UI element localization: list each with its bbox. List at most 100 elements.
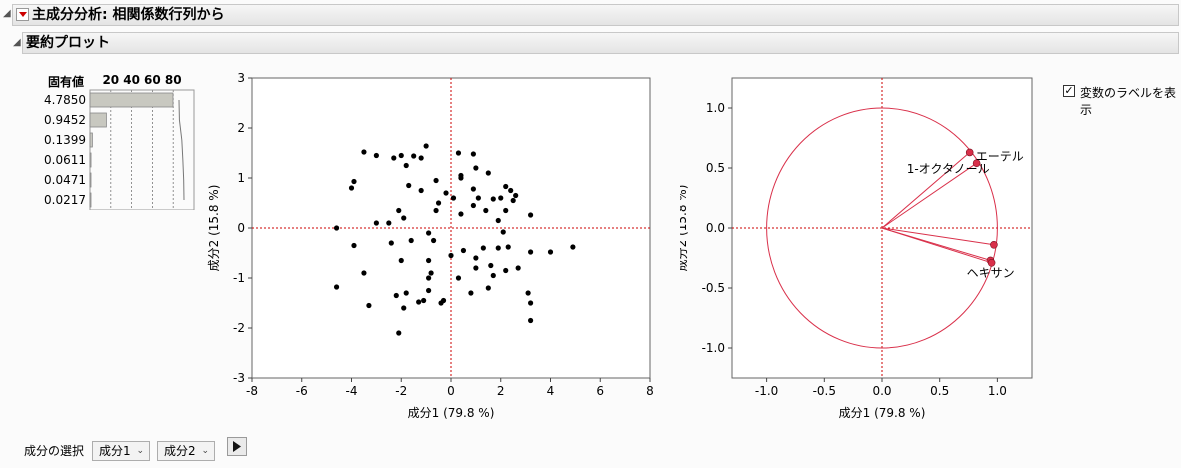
loading-vector bbox=[881, 227, 994, 246]
loading-vector-head bbox=[972, 159, 981, 167]
score-point bbox=[361, 149, 367, 155]
show-labels-checkbox[interactable]: ✓ bbox=[1063, 84, 1075, 97]
score-point bbox=[403, 290, 409, 296]
score-point bbox=[473, 255, 479, 261]
eigen-bar bbox=[89, 132, 93, 148]
score-point bbox=[333, 284, 340, 290]
section-title: 要約プロット bbox=[26, 35, 110, 51]
score-point bbox=[401, 305, 407, 311]
score-point bbox=[450, 195, 457, 201]
loading-x-tick-label: -0.5 bbox=[813, 384, 836, 398]
eigenvalue-header: 固有値 bbox=[48, 75, 85, 89]
section-title-bar bbox=[22, 32, 1179, 54]
score-point bbox=[418, 187, 424, 194]
score-point bbox=[503, 267, 509, 274]
eigenvalue-label: 0.0611 bbox=[44, 153, 86, 167]
score-x-tick-label: 2 bbox=[497, 384, 505, 398]
eigen-axis-tick: 40 bbox=[123, 73, 140, 87]
score-point bbox=[391, 155, 397, 161]
loading-vector bbox=[881, 152, 971, 229]
loading-y-tick-label: 0.5 bbox=[706, 161, 725, 175]
go-arrow-button[interactable] bbox=[227, 437, 247, 456]
score-point bbox=[488, 262, 494, 269]
score-point bbox=[386, 220, 392, 226]
score-point bbox=[508, 187, 514, 194]
score-point bbox=[470, 186, 476, 192]
score-point bbox=[490, 196, 496, 202]
loading-y-tick-label: 1.0 bbox=[706, 101, 725, 115]
score-point bbox=[398, 257, 404, 264]
eigenvalue-label: 0.9452 bbox=[44, 113, 86, 127]
score-point bbox=[455, 275, 462, 281]
score-point bbox=[351, 178, 357, 185]
score-x-tick-label: 8 bbox=[646, 384, 654, 398]
score-point bbox=[393, 292, 399, 299]
eigenvalue-label: 0.0471 bbox=[44, 173, 86, 187]
eigenvalue-label: 0.0217 bbox=[44, 193, 86, 207]
score-point bbox=[433, 177, 439, 184]
score-point bbox=[525, 290, 531, 296]
component2-value: 成分2 bbox=[164, 444, 196, 458]
score-point bbox=[470, 151, 476, 157]
eigen-axis-tick: 80 bbox=[165, 73, 182, 87]
section-disclosure-icon[interactable]: ◢ bbox=[13, 37, 21, 48]
score-point bbox=[421, 297, 427, 304]
score-point bbox=[485, 170, 491, 176]
score-point bbox=[423, 143, 429, 149]
score-point bbox=[348, 185, 355, 191]
score-point bbox=[468, 290, 474, 296]
score-point bbox=[430, 237, 437, 244]
score-y-tick-label: 2 bbox=[237, 121, 245, 135]
loading-x-tick-label: 0.5 bbox=[930, 384, 949, 398]
unit-circle bbox=[766, 107, 998, 349]
score-point bbox=[448, 252, 454, 259]
score-y-axis-label: 成分2 (15.8 %) bbox=[207, 185, 221, 272]
score-point bbox=[485, 285, 491, 291]
loading-vector-head bbox=[965, 148, 974, 157]
loading-y-tick-label: 0.0 bbox=[706, 221, 725, 235]
score-point bbox=[396, 330, 402, 336]
score-point bbox=[351, 242, 357, 249]
score-x-tick-label: 6 bbox=[596, 384, 604, 398]
score-point bbox=[460, 247, 467, 254]
arrow-right-icon bbox=[233, 441, 241, 452]
score-point bbox=[498, 195, 504, 201]
score-x-axis-label: 成分1 (79.8 %) bbox=[408, 406, 495, 420]
score-point bbox=[408, 237, 414, 244]
score-point bbox=[570, 244, 576, 250]
score-point bbox=[361, 270, 367, 276]
chevron-down-icon: ⌄ bbox=[136, 446, 144, 456]
loading-y-tick-label: -0.5 bbox=[702, 281, 725, 295]
score-point bbox=[500, 229, 506, 235]
disclosure-triangle-icon[interactable]: ◢ bbox=[3, 8, 11, 19]
score-point bbox=[458, 211, 464, 217]
score-x-tick-label: -4 bbox=[346, 384, 358, 398]
score-x-tick-label: 0 bbox=[447, 384, 455, 398]
score-point bbox=[473, 265, 479, 271]
score-y-tick-label: -1 bbox=[233, 271, 245, 285]
component1-select[interactable]: 成分1 ⌄ bbox=[92, 441, 150, 461]
score-x-tick-label: -6 bbox=[296, 384, 308, 398]
score-x-tick-label: -8 bbox=[246, 384, 258, 398]
score-point bbox=[528, 317, 534, 324]
chevron-down-icon: ⌄ bbox=[201, 446, 209, 456]
score-point bbox=[505, 244, 511, 250]
eigen-bar bbox=[89, 112, 107, 128]
component1-value: 成分1 bbox=[99, 444, 131, 458]
loading-x-tick-label: 1.0 bbox=[988, 384, 1007, 398]
score-point bbox=[528, 249, 534, 255]
component2-select[interactable]: 成分2 ⌄ bbox=[157, 441, 215, 461]
eigen-bar bbox=[89, 192, 92, 208]
score-point bbox=[480, 245, 486, 251]
eigen-bar bbox=[89, 92, 174, 108]
component-select-label: 成分の選択 bbox=[24, 444, 85, 458]
score-point bbox=[373, 220, 379, 226]
score-point bbox=[528, 212, 534, 218]
score-plot: -8 -6 -4 -2 0 2 4 6 8 -3 -2 -1 0 1 2 3 成分1 (79.8 %) 成分2 (… bbox=[207, 72, 654, 420]
score-x-tick-label: 4 bbox=[547, 384, 555, 398]
score-point bbox=[515, 265, 521, 271]
loading-x-tick-label: 0.0 bbox=[872, 384, 891, 398]
red-triangle-menu-icon[interactable] bbox=[16, 8, 29, 21]
score-point bbox=[333, 225, 340, 231]
score-y-tick-label: -3 bbox=[233, 371, 245, 385]
